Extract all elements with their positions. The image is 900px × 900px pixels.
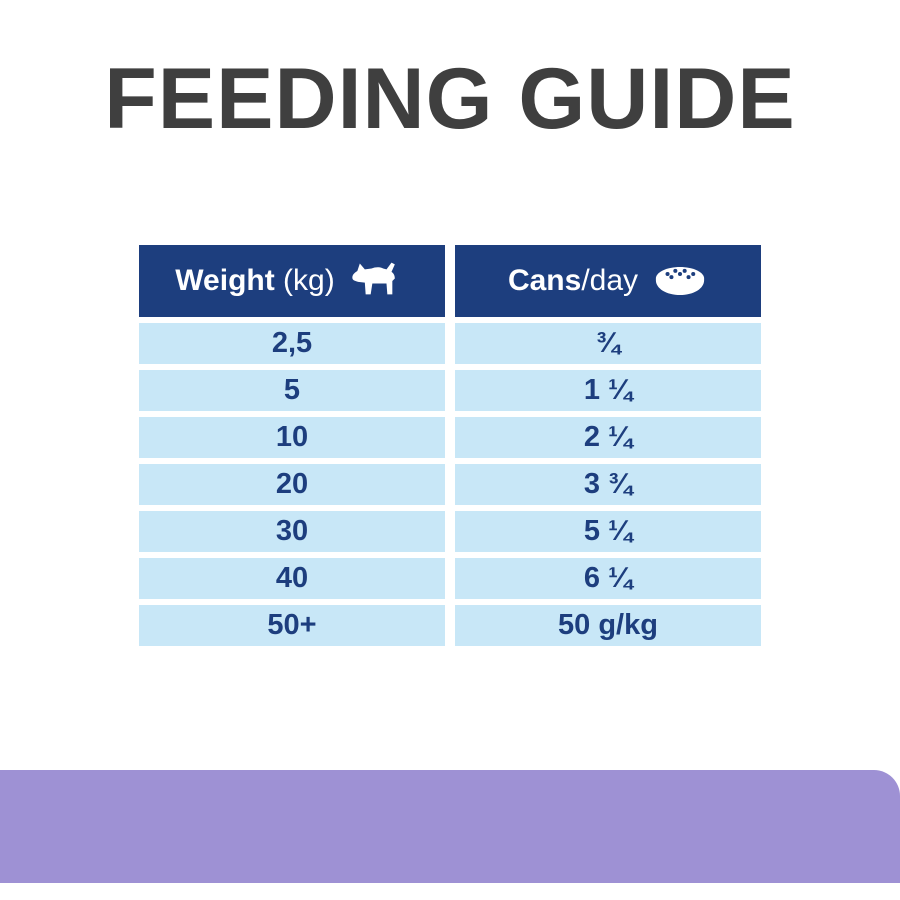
table-row: 40 6 ¼ bbox=[139, 558, 761, 599]
cans-cell: 2 ¼ bbox=[455, 417, 761, 458]
table-header-row: Weight (kg) Cans/day bbox=[139, 245, 761, 317]
cans-cell: 5 ¼ bbox=[455, 511, 761, 552]
header-weight-cell: Weight (kg) bbox=[139, 245, 445, 317]
weight-cell: 20 bbox=[139, 464, 445, 505]
weight-cell: 40 bbox=[139, 558, 445, 599]
page-title: FEEDING GUIDE bbox=[104, 51, 796, 147]
cans-cell: ¾ bbox=[455, 323, 761, 364]
cans-header-unit: /day bbox=[581, 264, 639, 297]
weight-header-label: Weight bbox=[175, 264, 275, 297]
table-row: 30 5 ¼ bbox=[139, 511, 761, 552]
feeding-table: Weight (kg) Cans/day bbox=[139, 245, 761, 646]
cans-header-text: Cans/day bbox=[508, 264, 638, 298]
cans-cell: 3 ¾ bbox=[455, 464, 761, 505]
bowl-icon bbox=[652, 263, 708, 299]
dog-icon bbox=[349, 260, 409, 302]
weight-cell: 30 bbox=[139, 511, 445, 552]
cans-header-label: Cans bbox=[507, 264, 582, 297]
table-row: 10 2 ¼ bbox=[139, 417, 761, 458]
weight-header-unit: (kg) bbox=[274, 264, 335, 297]
weight-cell: 5 bbox=[139, 370, 445, 411]
table-row: 2,5 ¾ bbox=[139, 323, 761, 364]
table-row: 50+ 50 g/kg bbox=[139, 605, 761, 646]
weight-cell: 2,5 bbox=[139, 323, 445, 364]
header-cans-cell: Cans/day bbox=[455, 245, 761, 317]
weight-header-text: Weight (kg) bbox=[175, 264, 334, 298]
cans-cell: 50 g/kg bbox=[455, 605, 761, 646]
weight-cell: 50+ bbox=[139, 605, 445, 646]
purple-band bbox=[0, 770, 900, 883]
cans-cell: 1 ¼ bbox=[455, 370, 761, 411]
table-row: 20 3 ¾ bbox=[139, 464, 761, 505]
cans-cell: 6 ¼ bbox=[455, 558, 761, 599]
weight-cell: 10 bbox=[139, 417, 445, 458]
